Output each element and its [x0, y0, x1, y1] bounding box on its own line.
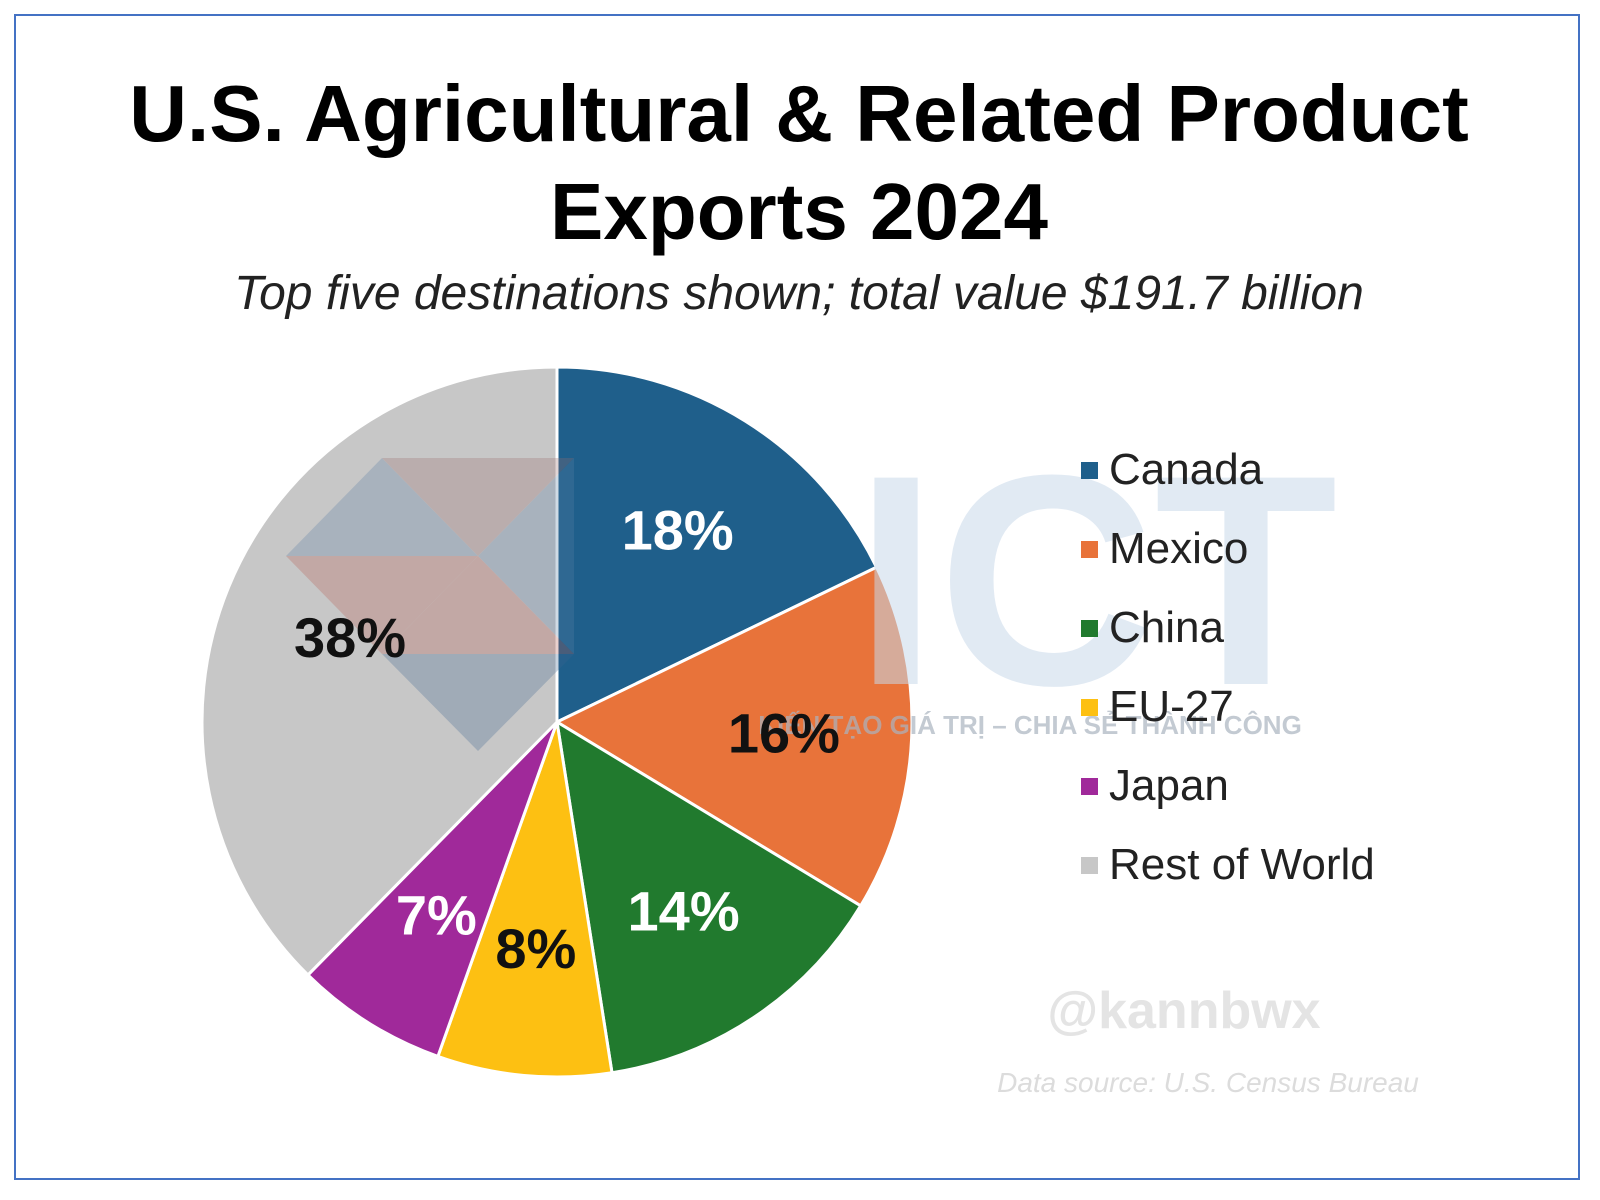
watermark-logo — [286, 458, 574, 751]
legend-swatch — [1081, 462, 1098, 479]
legend: Canada Mexico China EU-27 Japan Rest of World — [1081, 445, 1375, 889]
pie-slice-china — [555, 719, 863, 1075]
legend-swatch — [1081, 699, 1098, 716]
pie-slice-japan — [305, 720, 559, 1059]
slice-label-eu-27: 8% — [495, 917, 576, 980]
slice-label-rest-of-world: 38% — [294, 606, 406, 669]
legend-swatch — [1081, 620, 1098, 637]
chart-title-line2: Exports 2024 — [549, 167, 1049, 256]
pie-slices — [200, 365, 914, 1079]
slice-label-japan: 7% — [396, 884, 477, 947]
slice-labels: 18% 16% 14% 8% 7% 38% — [294, 498, 840, 980]
watermark-handle: @kannbwx — [1047, 982, 1320, 1040]
legend-swatch — [1081, 857, 1098, 874]
slice-label-china: 14% — [628, 880, 740, 943]
legend-label: China — [1109, 603, 1224, 652]
legend-label: Mexico — [1109, 524, 1248, 573]
legend-label: Rest of World — [1109, 840, 1375, 889]
pie-slice-mexico — [553, 565, 914, 908]
legend-label: Canada — [1109, 445, 1264, 494]
pie-slice-canada — [555, 365, 879, 725]
slice-label-canada: 18% — [622, 498, 734, 561]
chart-subtitle: Top five destinations shown; total value… — [234, 267, 1364, 320]
data-source-note: Data source: U.S. Census Bureau — [997, 1067, 1419, 1098]
chart-title-line1: U.S. Agricultural & Related Product — [129, 69, 1469, 158]
watermark-tagline: KIẾN TẠO GIÁ TRỊ – CHIA SẺ THÀNH CÔNG — [758, 710, 1302, 740]
slice-label-mexico: 16% — [728, 702, 840, 765]
legend-swatch — [1081, 778, 1098, 795]
pie-slice-rest-of-world — [200, 365, 559, 978]
legend-label: Japan — [1109, 761, 1229, 810]
legend-swatch — [1081, 541, 1098, 558]
chart-frame: U.S. Agricultural & Related Product Expo… — [14, 14, 1580, 1180]
legend-label: EU-27 — [1109, 682, 1234, 731]
pie-slice-eu-27 — [435, 721, 614, 1079]
pie-chart: ICT KIẾN TẠO GIÁ TRỊ – CHIA SẺ THÀNH CÔN… — [200, 365, 1419, 1098]
